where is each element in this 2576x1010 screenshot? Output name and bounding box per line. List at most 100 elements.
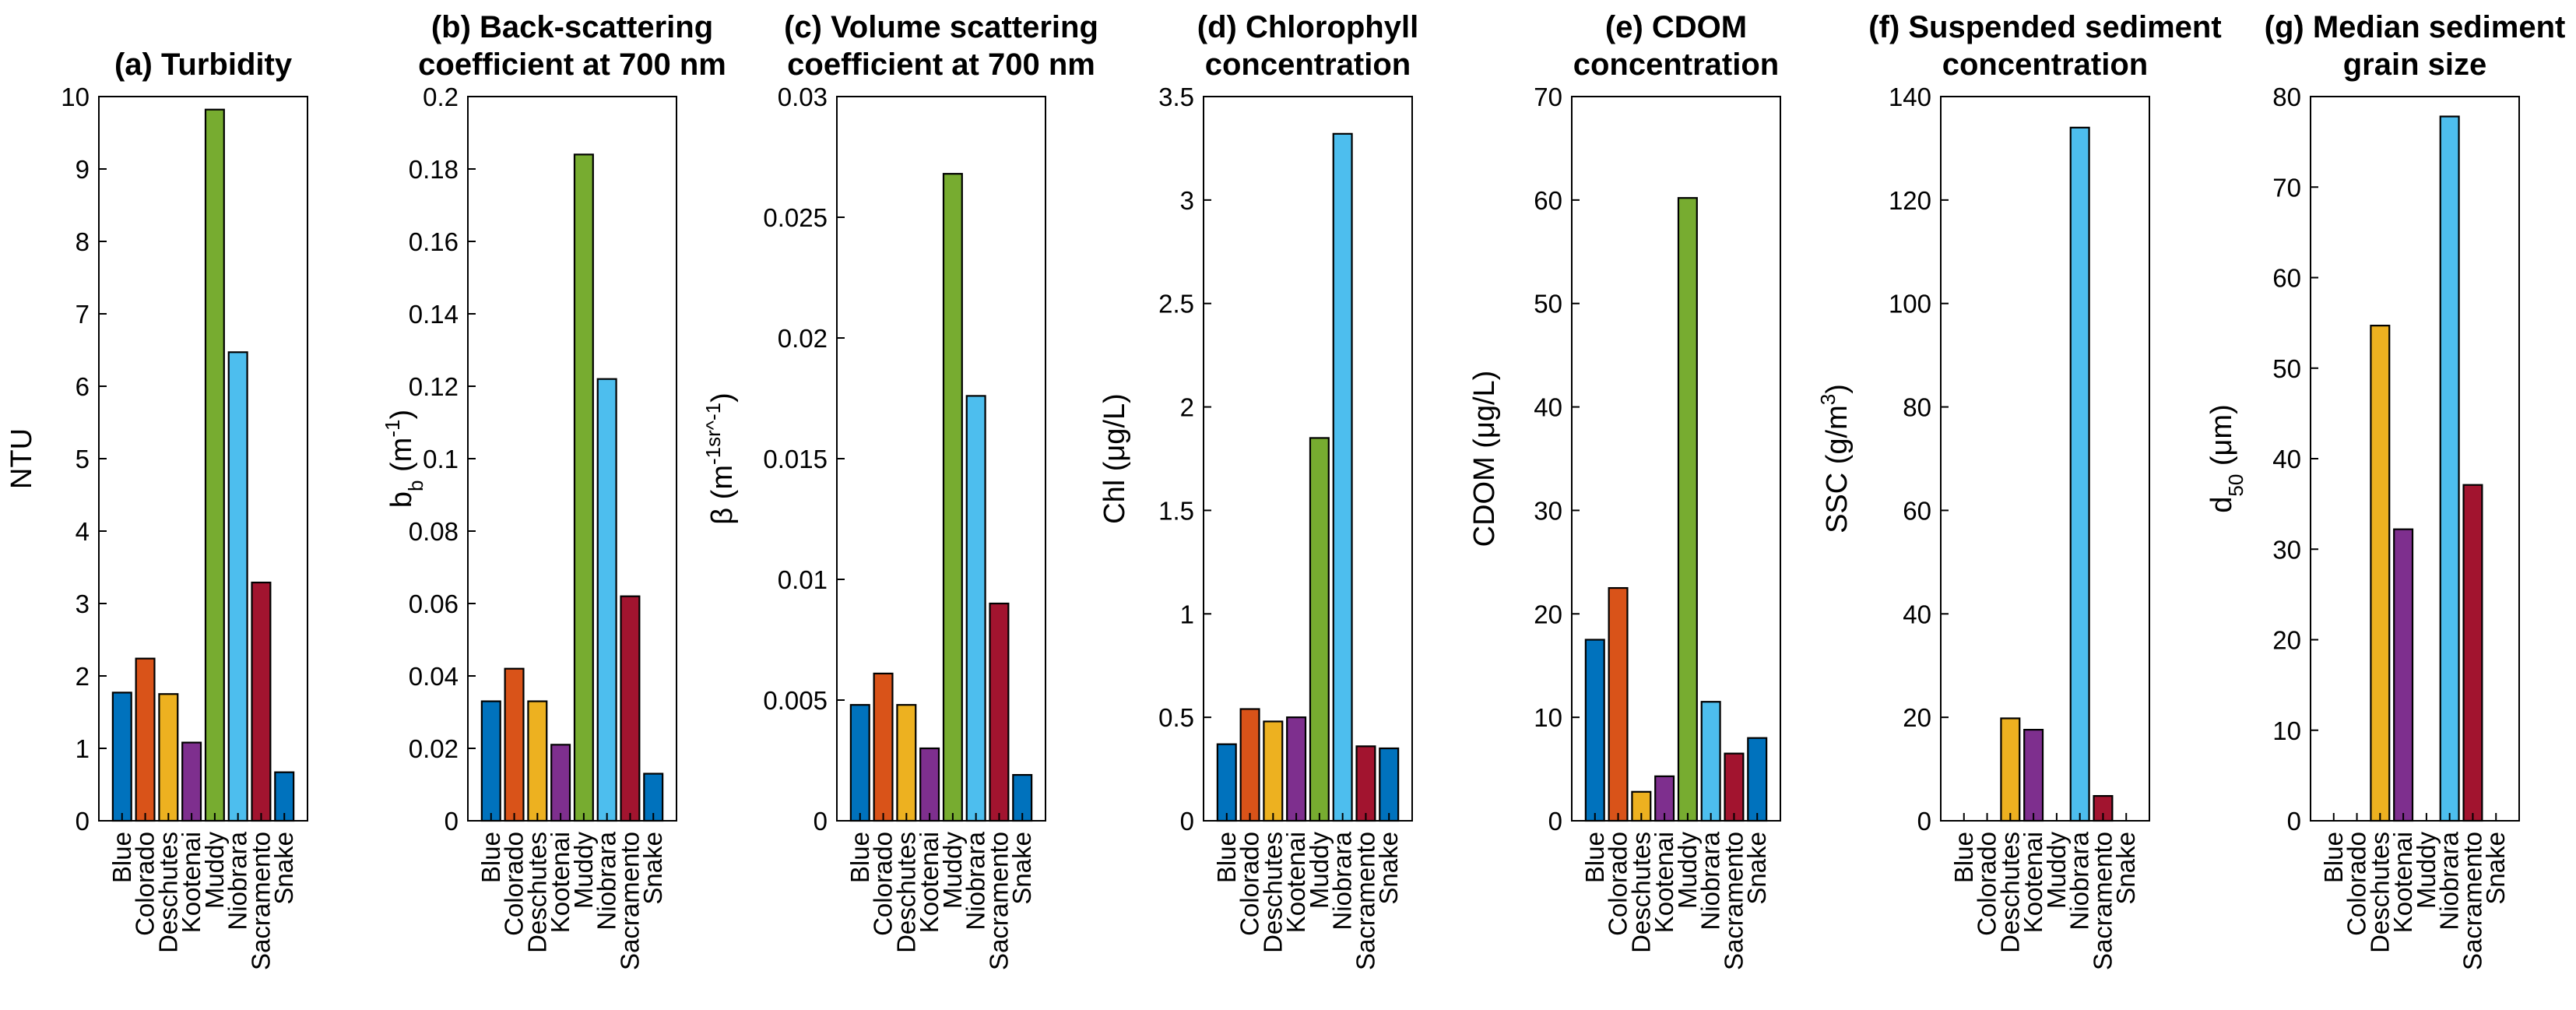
bar-deschutes: [1263, 720, 1284, 822]
y-tick-label: 0: [445, 807, 459, 836]
bar-muddy: [573, 153, 594, 822]
bar-blue: [1584, 639, 1605, 822]
y-tick-label: 1: [76, 734, 90, 763]
x-category-label: Kootenai: [546, 832, 575, 933]
y-tick-label: 60: [2272, 264, 2301, 293]
bar-blue: [1216, 743, 1237, 822]
y-tick-label: 3: [76, 589, 90, 618]
axes-frame: [2310, 96, 2520, 822]
bar-kootenai: [1286, 716, 1307, 822]
axes-frame: [1571, 96, 1781, 822]
bar-muddy: [1677, 197, 1698, 822]
x-category-label: Snake: [2481, 832, 2510, 905]
y-tick-label: 30: [2272, 535, 2301, 564]
x-category-label: Colorado: [1235, 832, 1264, 936]
y-tick-label: 70: [2272, 173, 2301, 202]
axes-frame: [836, 96, 1046, 822]
x-category-label: Colorado: [869, 832, 898, 936]
y-tick-label: 120: [1889, 186, 1931, 215]
x-category-label: Kootenai: [1281, 832, 1310, 933]
y-tick-label: 60: [1903, 496, 1931, 525]
y-axis-label: Chl (μg/L): [1098, 393, 1131, 524]
bar-snake: [1747, 737, 1768, 822]
y-tick-label: 0.02: [778, 324, 828, 353]
x-category-label: Sacramento: [1719, 832, 1748, 970]
x-category-label: Sacramento: [984, 832, 1013, 970]
bar-deschutes: [527, 700, 548, 822]
y-axis-label: bb (m-1): [381, 410, 427, 508]
bar-colorado: [873, 672, 894, 822]
panel-7: (g) Median sediment grain size 0 10 20 30 40 50…: [2205, 10, 2565, 970]
x-category-label: Muddy: [200, 832, 229, 910]
x-category-label: Snake: [269, 832, 298, 905]
x-category-label: Snake: [2111, 832, 2140, 905]
x-category-label: Muddy: [938, 832, 967, 910]
y-tick-label: 0.1: [423, 445, 459, 473]
bar-blue: [480, 700, 501, 822]
bar-colorado: [1239, 708, 1260, 822]
bar-sacramento: [989, 602, 1010, 822]
panel-6: (f) Suspended sediment concentration 0 20 40…: [1816, 10, 2222, 970]
bar-sacramento: [1355, 745, 1376, 822]
x-category-label: Niobrara: [1328, 831, 1357, 930]
bar-sacramento: [2462, 484, 2483, 822]
bar-niobrara: [965, 395, 986, 822]
y-tick-label: 8: [76, 227, 90, 256]
x-category-label: Sacramento: [615, 832, 644, 970]
x-category-label: Niobrara: [592, 831, 621, 930]
y-tick-label: 0.16: [409, 227, 459, 256]
x-category-label: Snake: [638, 832, 667, 905]
chart-title: grain size: [2343, 48, 2487, 82]
bar-kootenai: [2023, 728, 2044, 822]
x-category-label: Sacramento: [2088, 832, 2117, 970]
y-tick-label: 2.5: [1158, 290, 1194, 318]
panel-2: (b) Back-scattering coefficient at 700 nm…: [381, 10, 726, 970]
x-category-label: Snake: [1007, 832, 1036, 905]
x-category-label: Niobrara: [2065, 831, 2094, 930]
chart-title: (e) CDOM: [1605, 10, 1747, 44]
x-category-label: Niobrara: [1696, 831, 1725, 930]
y-tick-label: 60: [1534, 186, 1562, 215]
y-tick-label: 0.04: [409, 662, 459, 691]
bar-deschutes: [896, 704, 917, 822]
y-tick-label: 30: [1534, 496, 1562, 525]
y-axis-label: CDOM (μg/L): [1468, 371, 1501, 547]
axes-frame: [1940, 96, 2150, 822]
panel-4: (d) Chlorophyll concentration 0 0.5 1 1.5 2 2.5…: [1098, 10, 1418, 970]
y-tick-label: 0.18: [409, 155, 459, 184]
chart-title: concentration: [1573, 48, 1779, 82]
y-tick-label: 0: [76, 807, 90, 836]
x-category-label: Kootenai: [2019, 832, 2047, 933]
y-tick-label: 10: [61, 83, 90, 111]
x-category-label: Blue: [107, 832, 136, 883]
chart-title: (f) Suspended sediment: [1868, 10, 2221, 44]
y-tick-label: 0.025: [763, 203, 828, 232]
bar-snake: [1379, 747, 1400, 822]
x-category-label: Deschutes: [1995, 832, 2024, 953]
y-tick-label: 140: [1889, 83, 1931, 111]
bar-sacramento: [1724, 752, 1745, 822]
chart-title: concentration: [1205, 48, 1411, 82]
bar-deschutes: [2370, 325, 2391, 822]
y-tick-label: 40: [1903, 600, 1931, 628]
y-tick-label: 4: [76, 517, 90, 546]
chart-title: (g) Median sediment: [2265, 10, 2566, 44]
bar-blue: [111, 692, 132, 822]
y-axis-label: β (m-1sr^-1): [701, 392, 739, 525]
y-tick-label: 7: [76, 300, 90, 329]
panel-1: (a) Turbidity 0 1 2 3 4 5 6 7 8 9 10 BlueColoradoDes…: [5, 48, 308, 970]
chart-title: coefficient at 700 nm: [418, 48, 726, 82]
bar-niobrara: [1332, 132, 1353, 822]
x-category-label: Kootenai: [1650, 832, 1678, 933]
bar-niobrara: [227, 351, 248, 822]
chart-title: (b) Back-scattering: [431, 10, 713, 44]
y-tick-label: 0: [1548, 807, 1562, 836]
bar-sacramento: [251, 581, 272, 822]
x-category-label: Deschutes: [153, 832, 182, 953]
x-category-label: Sacramento: [1351, 832, 1379, 970]
y-tick-label: 0.14: [409, 300, 459, 329]
y-tick-label: 40: [1534, 393, 1562, 422]
y-tick-label: 3.5: [1158, 83, 1194, 111]
y-tick-label: 2: [76, 662, 90, 691]
bar-blue: [849, 704, 870, 822]
